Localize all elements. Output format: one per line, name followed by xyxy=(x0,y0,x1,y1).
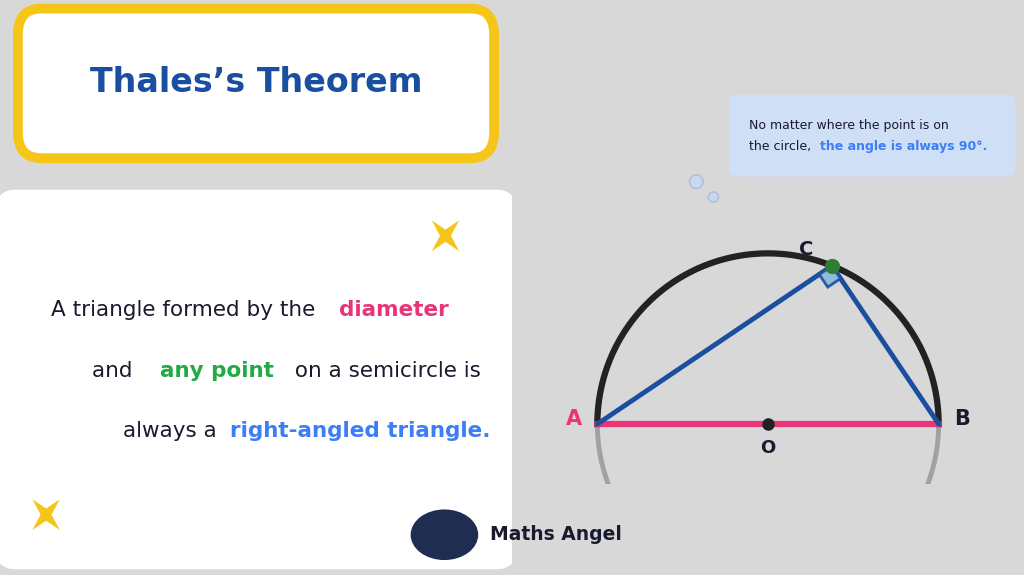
Text: A: A xyxy=(566,409,582,429)
Polygon shape xyxy=(819,266,841,287)
FancyBboxPatch shape xyxy=(18,9,495,158)
Circle shape xyxy=(709,192,719,202)
Circle shape xyxy=(411,509,478,560)
FancyBboxPatch shape xyxy=(0,190,517,569)
Text: No matter where the point is on: No matter where the point is on xyxy=(750,118,949,132)
Text: Thales’s Theorem: Thales’s Theorem xyxy=(90,66,422,99)
Text: and: and xyxy=(92,361,139,381)
Text: the circle,: the circle, xyxy=(750,140,815,153)
Text: always a: always a xyxy=(123,421,223,441)
Text: on a semicircle is: on a semicircle is xyxy=(288,361,480,381)
Text: C: C xyxy=(799,240,813,259)
Text: any point: any point xyxy=(160,361,273,381)
Text: diameter: diameter xyxy=(339,301,449,320)
Text: right-angled triangle.: right-angled triangle. xyxy=(230,421,490,441)
Text: B: B xyxy=(954,409,970,429)
Text: the angle is always 90°.: the angle is always 90°. xyxy=(820,140,987,153)
Circle shape xyxy=(689,175,703,189)
Text: Maths Angel: Maths Angel xyxy=(490,525,623,545)
Text: O: O xyxy=(761,439,775,457)
Polygon shape xyxy=(33,499,59,530)
Polygon shape xyxy=(432,220,459,251)
FancyBboxPatch shape xyxy=(729,95,1016,177)
Text: A triangle formed by the: A triangle formed by the xyxy=(51,301,323,320)
